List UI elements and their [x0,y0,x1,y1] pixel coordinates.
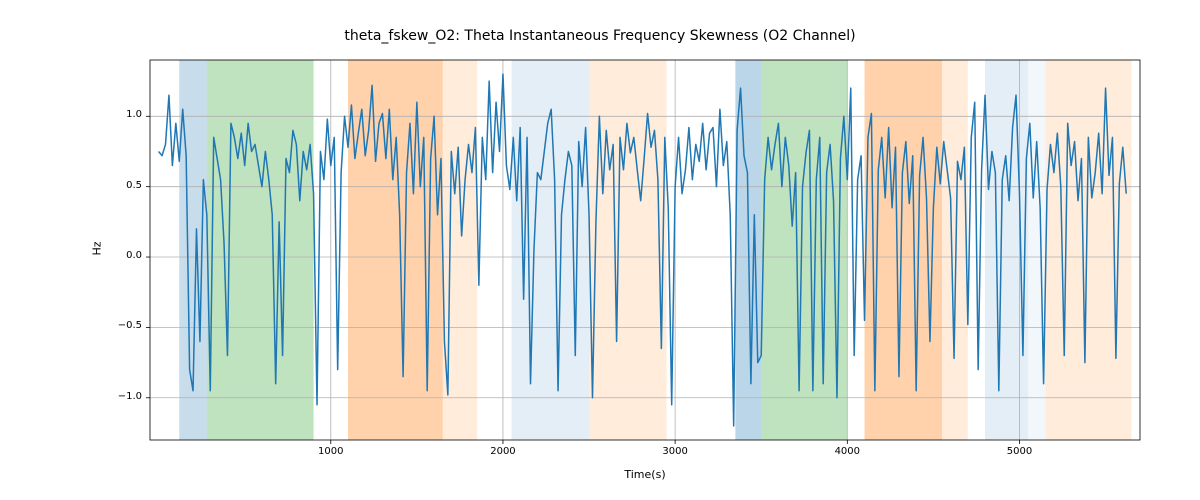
y-tick-label: −1.0 [118,391,142,402]
chart-svg [0,0,1200,500]
x-tick-label: 3000 [650,446,700,457]
x-tick-label: 1000 [306,446,356,457]
y-tick-label: 1.0 [126,109,142,120]
y-tick-label: 0.5 [126,180,142,191]
y-tick-label: 0.0 [126,250,142,261]
x-tick-label: 4000 [822,446,872,457]
y-tick-label: −0.5 [118,320,142,331]
x-tick-label: 5000 [994,446,1044,457]
x-tick-label: 2000 [478,446,528,457]
chart-container: theta_fskew_O2: Theta Instantaneous Freq… [0,0,1200,500]
